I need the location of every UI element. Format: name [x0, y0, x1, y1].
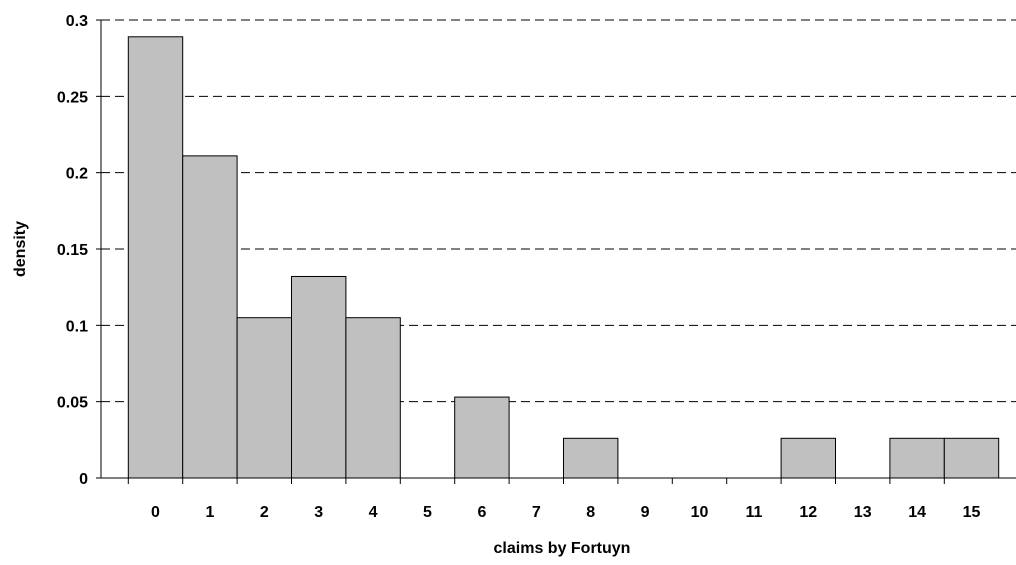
- y-tick-label: 0.25: [57, 89, 88, 106]
- y-tick-label: 0: [79, 471, 88, 488]
- x-tick-label: 7: [532, 504, 541, 521]
- x-tick-label: 0: [151, 504, 160, 521]
- x-tick-label: 8: [586, 504, 595, 521]
- bar-12: [780, 437, 836, 479]
- axes: [96, 19, 1016, 484]
- x-tick-label: 5: [423, 504, 432, 521]
- x-tick-label: 2: [260, 504, 269, 521]
- bars: [127, 36, 1000, 479]
- bar-15: [943, 437, 1000, 479]
- bar-2: [236, 317, 293, 479]
- x-tick-label: 11: [745, 504, 762, 521]
- x-tick-label: 6: [477, 504, 486, 521]
- x-tick-label: 14: [908, 504, 926, 521]
- bar-1: [182, 155, 238, 479]
- y-tick-labels: 0 0.05 0.1 0.15 0.2 0.25 0.3: [57, 13, 88, 488]
- y-tick-label: 0.3: [66, 13, 88, 30]
- y-tick-label: 0.2: [66, 166, 88, 183]
- bar-6: [454, 396, 510, 479]
- bar-4: [345, 317, 401, 479]
- x-tick-label: 12: [799, 504, 817, 521]
- y-axis-title: density: [12, 221, 29, 277]
- y-tick-label: 0.1: [66, 318, 88, 335]
- x-tick-labels: 0 1 2 3 4 5 6 7 8 9 10 11 12 13 14 15: [151, 504, 980, 521]
- x-tick-label: 1: [205, 504, 214, 521]
- gridlines: [101, 19, 1016, 403]
- x-tick-label: 13: [854, 504, 872, 521]
- bar-3: [291, 275, 347, 479]
- bar-0: [127, 36, 184, 479]
- y-tick-label: 0.05: [57, 395, 88, 412]
- x-tick-label: 15: [963, 504, 981, 521]
- x-axis-title: claims by Fortuyn: [494, 540, 631, 557]
- x-tick-label: 3: [314, 504, 323, 521]
- y-tick-label: 0.15: [57, 242, 88, 259]
- x-tick-label: 10: [691, 504, 709, 521]
- bar-8: [563, 437, 619, 479]
- x-tick-label: 9: [641, 504, 650, 521]
- bar-14: [889, 437, 945, 479]
- x-tick-label: 4: [369, 504, 378, 521]
